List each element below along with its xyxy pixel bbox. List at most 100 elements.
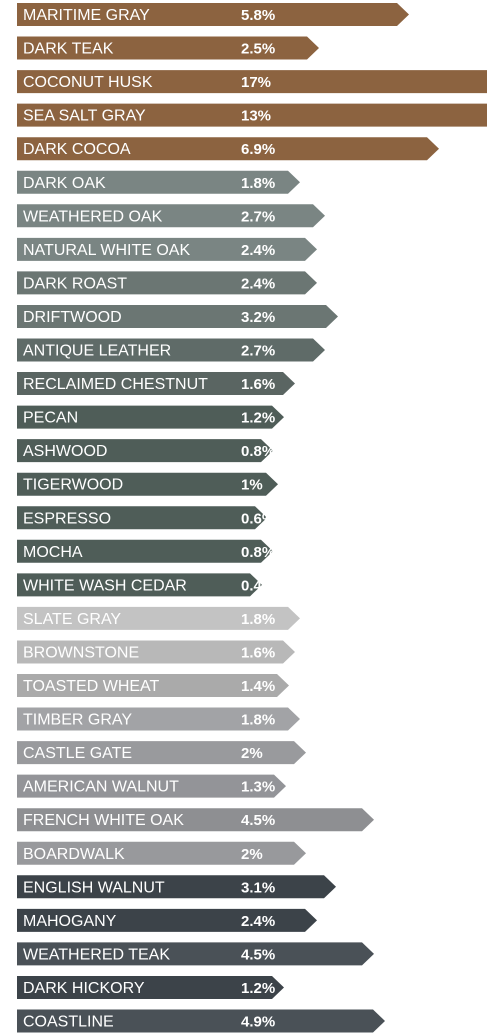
bar	[17, 472, 278, 496]
category-label: DARK OAK	[23, 175, 106, 192]
bar	[17, 237, 317, 261]
bar	[17, 506, 267, 530]
category-label: DARK COCOA	[23, 141, 131, 158]
bar-row: MOCHA 0.8%	[17, 539, 275, 563]
bar	[17, 70, 487, 94]
category-label: TIGERWOOD	[23, 477, 123, 494]
bar	[17, 304, 338, 328]
bar	[17, 573, 262, 597]
category-label: WHITE WASH CEDAR	[23, 577, 187, 594]
bar	[17, 674, 289, 697]
bar-row: ANTIQUE LEATHER 2.7%	[17, 338, 325, 362]
value-label: 2%	[241, 745, 263, 762]
bar-row: MAHOGANY 2.4%	[17, 908, 317, 932]
bar-row: DARK TEAK 2.5%	[17, 36, 319, 60]
bar-row: DARK ROAST 2.4%	[17, 271, 317, 295]
bar	[17, 942, 374, 966]
category-label: WEATHERED OAK	[23, 208, 163, 225]
bar	[17, 405, 284, 429]
bar	[17, 204, 325, 228]
category-label: ANTIQUE LEATHER	[23, 343, 171, 360]
value-label: 1.6%	[241, 376, 275, 393]
bar	[17, 3, 409, 26]
value-label: 1.8%	[241, 712, 275, 729]
bar	[17, 606, 300, 630]
value-label: 3.1%	[241, 879, 275, 896]
bar-row: AMERICAN WALNUT 1.3%	[17, 774, 286, 798]
bar	[17, 271, 317, 295]
bar-row: DARK HICKORY 1.2%	[17, 975, 284, 999]
bar-row: BOARDWALK 2%	[17, 841, 306, 865]
bar	[17, 875, 336, 899]
category-label: ASHWOOD	[23, 443, 107, 460]
bar	[17, 640, 295, 664]
bar	[17, 841, 306, 865]
category-label: CASTLE GATE	[23, 745, 132, 762]
bar	[17, 338, 325, 362]
value-label: 4.5%	[241, 812, 275, 829]
bar-row: DRIFTWOOD 3.2%	[17, 304, 338, 328]
category-label: AMERICAN WALNUT	[23, 779, 179, 796]
bar-row: WHITE WASH CEDAR 0.4%	[17, 573, 275, 597]
bar-row: DARK COCOA 6.9%	[17, 137, 439, 161]
bar-row: WEATHERED TEAK 4.5%	[17, 942, 374, 966]
category-label: WEATHERED TEAK	[23, 946, 170, 963]
value-label: 2.7%	[241, 208, 275, 225]
value-label: 0.4%	[241, 577, 275, 594]
bar-row: MARITIME GRAY 5.8%	[17, 3, 409, 26]
value-label: 0.6%	[241, 510, 275, 527]
value-label: 1.2%	[241, 980, 275, 997]
category-label: TOASTED WHEAT	[23, 678, 160, 695]
bar-row: ENGLISH WALNUT 3.1%	[17, 875, 336, 899]
value-label: 2.4%	[241, 913, 275, 930]
value-label: 1.8%	[241, 175, 275, 192]
value-label: 1.6%	[241, 644, 275, 661]
value-label: 2.4%	[241, 275, 275, 292]
category-label: RECLAIMED CHESTNUT	[23, 376, 208, 393]
category-label: ESPRESSO	[23, 510, 111, 527]
category-label: COASTLINE	[23, 1014, 114, 1031]
value-label: 2.4%	[241, 242, 275, 259]
bar-row: FRENCH WHITE OAK 4.5%	[17, 808, 374, 832]
bar	[17, 1009, 385, 1033]
category-label: ENGLISH WALNUT	[23, 879, 165, 896]
value-label: 6.9%	[241, 141, 275, 158]
bar	[17, 36, 319, 60]
value-label: 1.4%	[241, 678, 275, 695]
bar	[17, 741, 306, 765]
category-label: DARK HICKORY	[23, 980, 145, 997]
bar	[17, 908, 317, 932]
bar	[17, 539, 273, 563]
bar	[17, 707, 300, 731]
bar-row: WEATHERED OAK 2.7%	[17, 204, 325, 228]
category-label: BROWNSTONE	[23, 644, 139, 661]
bar	[17, 170, 300, 194]
bar-row: DARK OAK 1.8%	[17, 170, 300, 194]
bar-row: TOASTED WHEAT 1.4%	[17, 674, 289, 697]
category-label: MARITIME GRAY	[23, 7, 150, 24]
category-label: SEA SALT GRAY	[23, 108, 146, 125]
bar-row: ASHWOOD 0.8%	[17, 439, 275, 463]
category-label: DARK ROAST	[23, 275, 127, 292]
bar	[17, 808, 374, 832]
bar	[17, 774, 286, 798]
value-label: 1.8%	[241, 611, 275, 628]
value-label: 5.8%	[241, 7, 275, 24]
category-label: SLATE GRAY	[23, 611, 121, 628]
bar-row: ESPRESSO 0.6%	[17, 506, 275, 530]
bar-row: PECAN 1.2%	[17, 405, 284, 429]
bar-row: TIGERWOOD 1%	[17, 472, 278, 496]
bar-row: COCONUT HUSK 17%	[17, 70, 487, 94]
bar-row: COASTLINE 4.9%	[17, 1009, 385, 1033]
bar	[17, 103, 487, 127]
category-label: TIMBER GRAY	[23, 712, 132, 729]
bar	[17, 975, 284, 999]
value-label: 0.8%	[241, 544, 275, 561]
value-label: 0.8%	[241, 443, 275, 460]
bar	[17, 439, 273, 463]
category-label: COCONUT HUSK	[23, 74, 153, 91]
bar-row: RECLAIMED CHESTNUT 1.6%	[17, 372, 295, 396]
bar	[17, 137, 439, 161]
category-label: MAHOGANY	[23, 913, 117, 930]
